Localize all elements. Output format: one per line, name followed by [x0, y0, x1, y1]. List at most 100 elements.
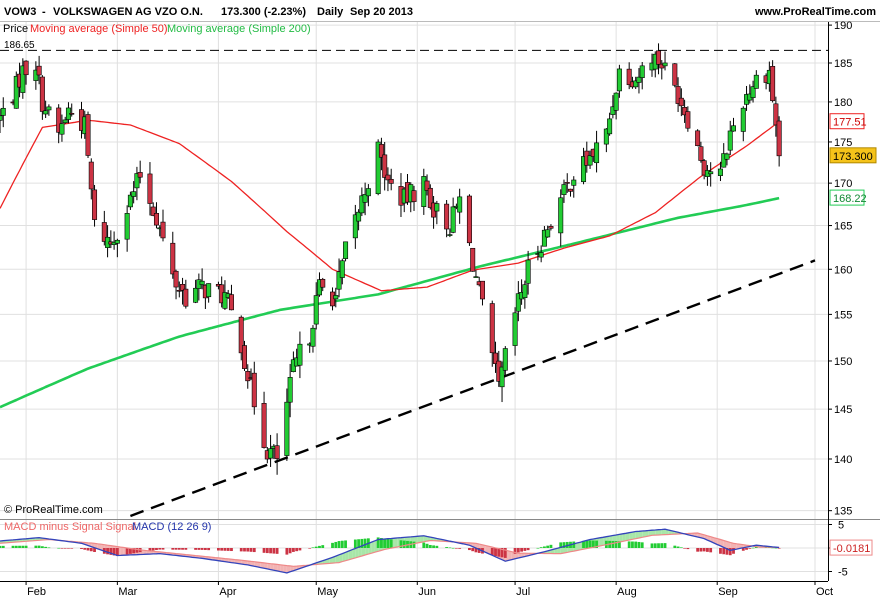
macd-histogram-bar: [429, 545, 432, 548]
macd-histogram-bar: [269, 548, 272, 553]
candle-body: [40, 77, 44, 111]
macd-histogram-bar: [778, 548, 781, 549]
candle-body: [663, 63, 667, 66]
price-tick-label: 145: [834, 404, 852, 416]
macd-histogram-bar: [272, 548, 275, 554]
macd-histogram-bar: [546, 546, 549, 548]
macd-histogram-bar: [230, 548, 233, 551]
legend-ma200: Moving average (Simple 200): [167, 23, 311, 35]
price-tick-label: 190: [834, 20, 852, 32]
candle: [343, 242, 347, 262]
macd-histogram-bar: [390, 539, 393, 548]
macd-histogram-bar: [41, 546, 44, 548]
macd-histogram-bar: [638, 542, 641, 548]
macd-histogram-bar: [523, 548, 526, 551]
legend-ma50: Moving average (Simple 50): [30, 23, 168, 35]
header-symbol: VOW3: [4, 6, 36, 18]
date-tick-label: Aug: [617, 586, 637, 598]
candle-body: [448, 235, 452, 236]
candle-body: [334, 295, 338, 298]
macd-histogram-bar: [227, 548, 230, 551]
date-tick-label: Feb: [27, 586, 46, 598]
macd-histogram-bar: [448, 548, 451, 549]
macd-histogram-bar: [752, 548, 755, 549]
candle-body: [200, 281, 204, 284]
candle-body: [699, 147, 703, 161]
macd-histogram-bar: [158, 548, 161, 550]
header-name: VOLKSWAGEN AG VZO O.N.: [53, 6, 203, 18]
candle-body: [444, 204, 448, 229]
macd-histogram-bar: [494, 548, 497, 556]
macd-legend-b: MACD (12 26 9): [132, 521, 211, 533]
macd-histogram-bar: [220, 548, 223, 551]
macd-histogram-bar: [722, 548, 725, 554]
candle-body: [128, 195, 132, 207]
macd-histogram-bar: [585, 541, 588, 548]
candle-body: [206, 284, 210, 297]
macd-histogram-bar: [341, 541, 344, 548]
candle: [770, 60, 774, 102]
date-tick-label: Mar: [118, 586, 137, 598]
candle-body: [314, 296, 318, 325]
macd-histogram-bar: [611, 541, 614, 548]
macd-histogram-bar: [21, 546, 24, 548]
candle-body: [311, 328, 315, 346]
macd-histogram-bar: [315, 547, 318, 548]
candle-body: [523, 285, 527, 298]
macd-histogram-bar: [207, 548, 210, 550]
macd-histogram-bar: [87, 548, 90, 550]
macd-fill: [394, 538, 397, 548]
macd-histogram-bar: [422, 543, 425, 548]
macd-histogram-bar: [312, 547, 315, 548]
macd-fill: [626, 533, 629, 541]
candle-body: [777, 121, 781, 156]
header-price-change: 173.300 (-2.23%): [221, 6, 306, 18]
macd-histogram-bar: [432, 545, 435, 548]
macd-histogram-bar: [383, 539, 386, 548]
macd-fill: [600, 537, 603, 546]
macd-histogram-bar: [344, 540, 347, 548]
macd-histogram-bar: [527, 548, 530, 550]
macd-badge-label: -0.0181: [833, 543, 870, 555]
macd-histogram-bar: [224, 548, 227, 551]
candle-body: [37, 66, 41, 75]
candle-body: [656, 51, 660, 64]
date-tick-label: Sep: [718, 586, 738, 598]
macd-histogram-bar: [38, 546, 41, 548]
candle-body: [480, 281, 484, 299]
macd-histogram-bar: [631, 542, 634, 548]
macd-fill: [623, 533, 626, 541]
candle-body: [184, 289, 188, 306]
candle-body: [728, 131, 732, 150]
candle-body: [193, 288, 197, 302]
candle-body: [673, 64, 677, 86]
macd-histogram-bar: [240, 548, 243, 551]
candle-body: [63, 120, 67, 123]
macd-histogram-bar: [90, 548, 93, 551]
candle-body: [43, 111, 47, 114]
macd-histogram-bar: [331, 543, 334, 548]
macd-histogram-bar: [152, 548, 155, 550]
candle-body: [565, 182, 569, 183]
candle-body: [412, 191, 416, 202]
macd-histogram-bar: [34, 546, 37, 548]
candle-body: [754, 75, 758, 88]
macd-histogram-bar: [520, 548, 523, 552]
candle-body: [1, 108, 5, 115]
header-site[interactable]: www.ProRealTime.com: [754, 6, 876, 18]
close-badge-label: 173.300: [833, 151, 873, 163]
macd-histogram-bar: [197, 548, 200, 550]
macd-histogram-bar: [706, 548, 709, 552]
macd-fill: [632, 532, 635, 540]
candle-body: [262, 403, 266, 447]
price-tick-label: 155: [834, 309, 852, 321]
candle-body: [731, 126, 735, 131]
candle-body: [718, 169, 722, 176]
date-tick-label: Oct: [816, 586, 833, 598]
macd-histogram-bar: [709, 548, 712, 552]
candle-body: [0, 116, 2, 121]
macd-histogram-bar: [217, 548, 220, 551]
macd-histogram-bar: [321, 545, 324, 548]
macd-legend-a: MACD minus Signal Signal: [4, 521, 136, 533]
